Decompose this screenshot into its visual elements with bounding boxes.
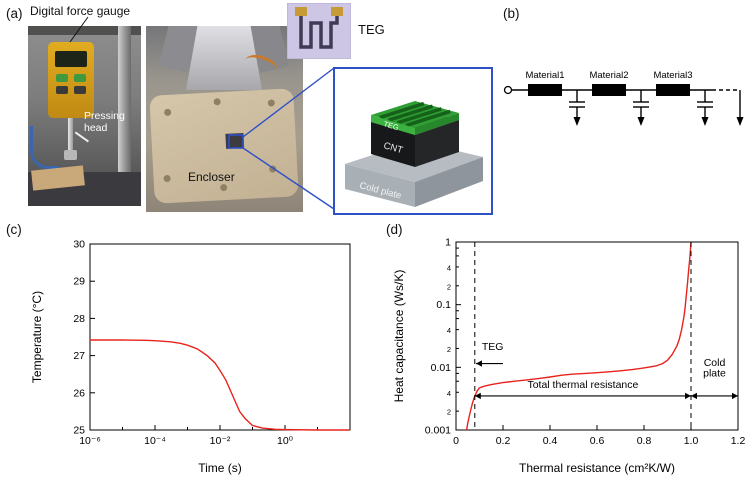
y-tick-label: 2 <box>447 345 451 354</box>
y-tick-label: 4 <box>447 389 451 398</box>
pressing-head-caption: Pressing head <box>84 110 125 135</box>
annotation-text: plate <box>703 367 726 379</box>
series-line-heat-capacitance <box>465 241 692 431</box>
series-line-temperature <box>90 339 350 431</box>
metal-rail <box>118 26 131 206</box>
gauge-shaft <box>68 118 73 152</box>
y-tick-label: 28 <box>73 313 85 325</box>
y-tick-label: 26 <box>73 387 85 399</box>
capacitor-to-ground <box>633 90 649 126</box>
x-axis-label: Thermal resistance (cm²K/W) <box>519 461 675 475</box>
plot-border <box>89 243 351 431</box>
x-tick-label: 10⁰ <box>277 435 294 447</box>
teg-pattern-image <box>287 3 351 59</box>
plate-hole <box>213 98 221 106</box>
teg-layer <box>371 101 459 135</box>
chart-capacitance-vs-resistance: 0 0.2 0.4 0.6 0.8 1.0 1.2 0.001 2 4 0.01 2 4 0.1 2 4 1 Th… <box>392 237 746 476</box>
y-tick-label: 25 <box>73 425 85 437</box>
end-ground-arrow <box>736 90 744 126</box>
force-gauge-photo: Pressing head <box>28 26 141 206</box>
x-tick-label: 1.0 <box>684 435 699 447</box>
y-tick-label: 0.01 <box>431 362 452 374</box>
x-tick-label: 10⁻⁶ <box>79 435 101 447</box>
gauge-screen <box>55 51 87 67</box>
force-gauge-caption: Digital force gauge <box>30 4 131 18</box>
gauge-button <box>74 86 86 94</box>
x-tick-label: 10⁻⁴ <box>144 435 166 447</box>
encloser-caption: Encloser <box>188 170 235 184</box>
x-tick-label: 0.2 <box>496 435 511 447</box>
stack-label-teg: TEG <box>382 119 399 132</box>
x-tick-label: 10⁻² <box>210 435 231 447</box>
resistor-material3 <box>656 84 690 96</box>
gauge-button <box>74 74 86 82</box>
annotation-text: Cold <box>704 357 726 369</box>
y-tick-label: 0.001 <box>425 425 451 437</box>
stack-label-cnt: CNT <box>382 140 404 156</box>
y-tick-label: 27 <box>73 350 85 362</box>
material2-label: Material2 <box>589 70 628 81</box>
arrow-head <box>691 392 697 400</box>
capacitor-to-ground <box>569 90 585 126</box>
plate-hole <box>163 174 171 183</box>
panel-c-label: (c) <box>6 222 22 237</box>
y-axis-label: Temperature (°C) <box>30 291 44 383</box>
cable <box>30 126 59 169</box>
fixture-photo: Encloser <box>146 26 303 212</box>
y-tick-label: 4 <box>447 263 451 272</box>
encloser-plate <box>149 88 299 204</box>
pressing-head-tip <box>64 150 77 160</box>
resistor-material2 <box>592 84 626 96</box>
gauge-button <box>56 86 68 94</box>
zoom-inset-box: TEG CNT Cold plate <box>333 67 493 215</box>
panel-a-label: (a) <box>6 6 23 21</box>
circuit-diagram: Material1 Material2 Material3 <box>503 70 744 126</box>
annotation-text: Total thermal resistance <box>527 379 638 391</box>
plate-hole <box>163 108 172 117</box>
gold-pad <box>295 7 307 16</box>
y-tick-label: 29 <box>73 276 85 288</box>
stack-3d: TEG CNT Cold plate <box>345 101 483 207</box>
resistor-material1 <box>528 84 562 96</box>
material1-label: Material1 <box>525 70 564 81</box>
gauge-button <box>56 74 68 82</box>
capacitor-to-ground <box>697 90 713 126</box>
plot-border <box>455 241 739 431</box>
y-tick-label: 30 <box>73 239 85 251</box>
x-tick-label: 0.4 <box>543 435 558 447</box>
x-tick-label: 0 <box>453 435 459 447</box>
panel-b-label: (b) <box>503 6 520 21</box>
arrow-head <box>732 392 738 400</box>
force-gauge-body <box>48 42 94 118</box>
annotation-text: TEG <box>482 341 504 353</box>
y-tick-label: 1 <box>445 237 451 249</box>
input-terminal <box>503 85 513 95</box>
plate-hole <box>219 183 228 192</box>
plate-hole <box>269 165 277 173</box>
material3-label: Material3 <box>653 70 692 81</box>
teg-sample <box>225 132 245 149</box>
arrow-head <box>474 392 481 400</box>
y-tick-label: 2 <box>447 408 451 417</box>
x-axis-label: Time (s) <box>198 461 242 475</box>
teg-caption: TEG <box>358 22 385 37</box>
x-tick-label: 0.6 <box>590 435 605 447</box>
gold-pad <box>331 7 343 16</box>
panel-d-label: (d) <box>386 222 403 237</box>
y-tick-label: 2 <box>447 282 451 291</box>
plate-hole <box>267 99 275 107</box>
chart-temperature-vs-time: 10⁻⁶ 10⁻⁴ 10⁻² 10⁰ 25 26 27 28 29 30 Time (s) Tempe… <box>30 239 351 475</box>
serpentine-track <box>299 16 339 49</box>
x-tick-label: 1.2 <box>731 435 746 447</box>
x-tick-label: 0.8 <box>637 435 652 447</box>
y-tick-label: 0.1 <box>436 299 451 311</box>
arrow-head <box>475 360 482 367</box>
y-tick-label: 4 <box>447 326 451 335</box>
y-axis-label: Heat capacitance (Ws/K) <box>392 270 406 403</box>
arrow-head <box>685 392 691 400</box>
